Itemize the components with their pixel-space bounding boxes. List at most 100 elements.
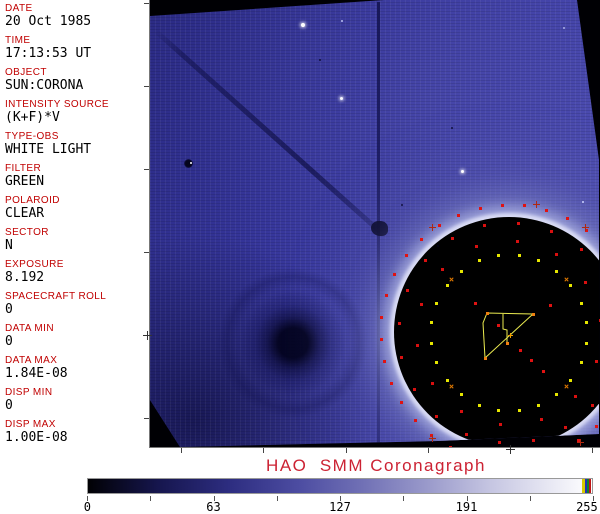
metadata-label: FILTER: [5, 163, 42, 174]
ring-dot-red-middle: [482, 224, 486, 228]
cross-bar: [585, 223, 587, 231]
ring-dot-yellow-ring: [579, 361, 583, 365]
metadata-value: 0: [5, 398, 13, 413]
yellow-diagonal-x: [563, 383, 570, 390]
metadata-field: TYPE-OBS WHITE LIGHT: [5, 131, 147, 158]
metadata-label: DATA MAX: [5, 355, 58, 366]
cross-bar: [509, 332, 511, 338]
ring-dot-red-outer: [420, 237, 424, 241]
ring-dot-red-inner: [499, 423, 503, 427]
cross-bar: [431, 223, 433, 231]
metadata-field: FILTER GREEN: [5, 163, 147, 190]
ring-dot-red-middle: [564, 425, 568, 429]
star-point: [460, 169, 464, 173]
image-title: HAO SMM Coronagraph: [266, 456, 486, 475]
ring-dot-yellow-ring: [497, 254, 501, 258]
outer-diagonal-plus: [428, 223, 436, 231]
ring-dot-red-outer: [379, 338, 383, 342]
ring-dot-red-inner: [430, 382, 434, 386]
ring-dot-yellow-ring: [569, 284, 573, 288]
metadata-label: SPACECRAFT ROLL: [5, 291, 107, 302]
ring-dot-yellow-ring: [477, 259, 481, 263]
ring-dot-yellow-ring: [537, 259, 541, 263]
ring-dot-yellow-ring: [579, 301, 583, 305]
dark-blob: [371, 221, 388, 236]
ring-dot-yellow-ring: [497, 408, 501, 412]
ring-dot-red-outer: [380, 315, 384, 319]
metadata-label: OBJECT: [5, 67, 47, 78]
ring-dot-yellow-ring: [435, 361, 439, 365]
ring-dot-yellow-ring: [460, 393, 464, 397]
coronagraph-image: [150, 0, 600, 447]
metadata-sidebar: DATE 20 Oct 1985 TIME 17:13:53 UT OBJECT SUN:…: [5, 3, 147, 451]
ring-dot-red-inner: [573, 395, 577, 399]
metadata-field: POLAROID CLEAR: [5, 195, 147, 222]
metadata-value: (K+F)*V: [5, 110, 60, 125]
left-axis-tick: [144, 3, 149, 4]
ring-dot-red-outer: [577, 438, 581, 442]
ring-dot-red-middle: [424, 259, 428, 263]
ring-dot-red-outer: [500, 203, 504, 207]
bottom-axis-tick: [263, 448, 264, 453]
ring-dot-yellow-ring: [430, 341, 434, 345]
ring-dot-yellow-ring: [430, 321, 434, 325]
outer-diagonal-plus: [532, 201, 540, 209]
ring-dot-red-inner: [594, 359, 598, 363]
metadata-label: TYPE-OBS: [5, 131, 59, 142]
colorbar-overlay-stripes: [582, 479, 591, 493]
ring-dot-red-outer: [413, 418, 417, 422]
colorbar-tick-label: 0: [83, 500, 91, 514]
colorbar-tick: [150, 496, 152, 501]
bottom-axis-center-cross: [510, 445, 511, 454]
diagonal-red-dot: [518, 348, 522, 352]
ring-dot-red-middle: [406, 288, 410, 292]
colorbar-tick-label: 63: [206, 500, 221, 514]
colorbar-tick: [276, 496, 278, 501]
colorbar-stripe: [589, 479, 591, 493]
dark-speck: [451, 127, 453, 129]
metadata-field: OBJECT SUN:CORONA: [5, 67, 147, 94]
ring-dot-yellow-ring: [517, 254, 521, 258]
dark-speck: [437, 245, 439, 247]
metadata-field: TIME 17:13:53 UT: [5, 35, 147, 62]
diagonal-red-dot: [548, 303, 552, 307]
left-frame-line: [149, 0, 150, 448]
ring-dot-red-outer: [478, 206, 482, 210]
yellow-diagonal-x: [448, 276, 455, 283]
outer-diagonal-plus: [576, 439, 584, 447]
polygon-vertex-dot: [483, 356, 487, 360]
metadata-label: POLAROID: [5, 195, 60, 206]
outer-diagonal-plus: [428, 435, 436, 443]
bottom-axis-tick: [346, 448, 347, 453]
metadata-value: 17:13:53 UT: [5, 46, 92, 61]
left-axis-tick: [144, 252, 149, 253]
ring-dot-yellow-ring: [569, 378, 573, 382]
colorbar-stripe: [587, 479, 589, 493]
ring-dot-red-inner: [554, 252, 558, 256]
star-point: [301, 23, 305, 27]
bottom-axis-tick: [592, 448, 593, 453]
ring-dot-red-inner: [475, 245, 479, 249]
ring-dot-red-outer: [389, 381, 393, 385]
left-axis-tick: [144, 86, 149, 87]
ring-dot-red-outer: [565, 217, 569, 221]
occulting-disk: [394, 217, 599, 447]
ring-dot-red-outer: [393, 273, 397, 277]
diagonal-red-dot: [529, 358, 533, 362]
colorbar-tick: [466, 496, 468, 501]
yellow-diagonal-x: [563, 276, 570, 283]
left-axis-tick: [144, 418, 149, 419]
ring-dot-red-inner: [420, 303, 423, 307]
sun-center-cross: [507, 332, 513, 338]
metadata-field: DATA MIN 0: [5, 323, 147, 350]
ring-dot-red-outer: [385, 294, 389, 298]
metadata-label: DISP MIN: [5, 387, 53, 398]
limb-marker-overlay: [150, 0, 600, 447]
dark-speck: [401, 204, 403, 206]
bottom-frame-line: [149, 447, 600, 448]
star-point: [190, 162, 192, 164]
ring-dot-red-inner: [584, 280, 588, 284]
left-axis-center-cross: [147, 331, 148, 340]
metadata-value: 8.192: [5, 270, 45, 285]
